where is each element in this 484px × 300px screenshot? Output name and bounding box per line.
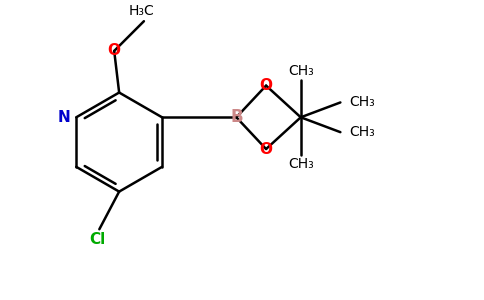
Text: O: O xyxy=(259,78,272,93)
Text: O: O xyxy=(108,44,121,59)
Text: CH₃: CH₃ xyxy=(349,95,375,110)
Text: O: O xyxy=(259,142,272,157)
Text: N: N xyxy=(58,110,70,125)
Text: B: B xyxy=(230,108,242,126)
Text: CH₃: CH₃ xyxy=(349,125,375,139)
Text: CH₃: CH₃ xyxy=(288,157,314,171)
Text: CH₃: CH₃ xyxy=(288,64,314,78)
Text: H₃C: H₃C xyxy=(129,4,155,18)
Text: Cl: Cl xyxy=(89,232,106,247)
